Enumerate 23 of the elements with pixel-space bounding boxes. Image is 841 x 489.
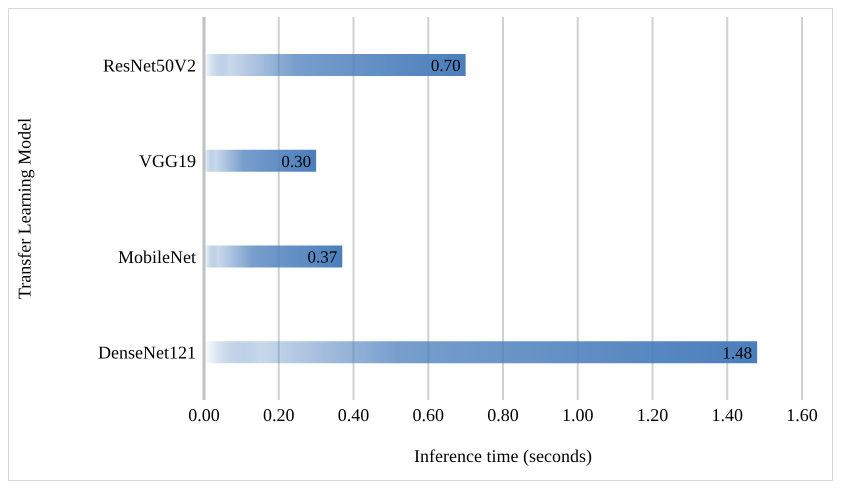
data-label: 0.30 [281,152,312,171]
y-tick-label: MobileNet [118,246,196,267]
x-tick-label: 0.00 [188,404,220,425]
bar [204,246,342,268]
x-tick-label: 1.20 [636,404,668,425]
x-tick-label: 1.40 [712,404,743,425]
bar [204,150,316,172]
bar [204,54,466,76]
y-tick-label: ResNet50V2 [103,55,196,76]
y-tick-label: VGG19 [139,151,196,172]
x-tick-label: 1.60 [786,404,818,425]
bar [204,341,758,364]
y-tick-label: DenseNet121 [98,342,196,363]
x-tick-label: 0.20 [263,404,294,425]
x-tick-label: 0.40 [338,404,370,425]
data-label: 1.48 [722,343,752,362]
x-axis-title: Inference time (seconds) [414,446,592,466]
y-axis-title: Transfer Learning Model [14,118,34,300]
data-label: 0.37 [308,248,338,267]
x-tick-label: 0.60 [412,404,444,425]
data-label: 0.70 [430,56,461,76]
x-tick-label: 1.00 [562,404,594,425]
x-tick-label: 0.80 [487,404,519,425]
